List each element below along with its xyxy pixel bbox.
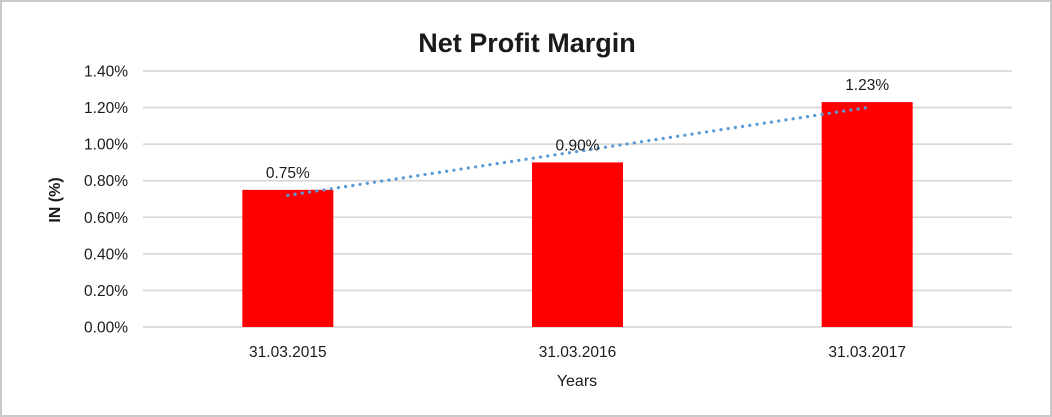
bar bbox=[242, 189, 334, 327]
bar-data-label: 1.23% bbox=[845, 77, 889, 94]
y-tick-label: 0.20% bbox=[84, 283, 128, 300]
y-tick-label: 0.40% bbox=[84, 246, 128, 263]
y-axis-title: IN (%) bbox=[47, 177, 64, 222]
x-tick-label: 31.03.2016 bbox=[539, 344, 617, 361]
x-tick-label: 31.03.2017 bbox=[828, 344, 906, 361]
bar-data-label: 0.90% bbox=[556, 137, 600, 154]
x-axis-title: Years bbox=[557, 373, 597, 390]
bar bbox=[821, 102, 913, 327]
y-tick-label: 0.80% bbox=[84, 173, 128, 190]
x-axis-tick-labels: 31.03.2015 31.03.2016 31.03.2017 bbox=[249, 344, 906, 361]
bar-data-label: 0.75% bbox=[266, 165, 310, 182]
x-tick-label: 31.03.2015 bbox=[249, 344, 327, 361]
trendline-group bbox=[286, 105, 869, 197]
y-axis-tick-labels: 0.00% 0.20% 0.40% 0.60% 0.80% 1.00% 1.20% 1.40% bbox=[84, 64, 128, 337]
y-tick-label: 0.60% bbox=[84, 210, 128, 227]
trendline bbox=[286, 105, 869, 197]
chart-title: Net Profit Margin bbox=[418, 28, 636, 58]
y-tick-label: 1.00% bbox=[84, 137, 128, 154]
y-tick-label: 1.40% bbox=[84, 64, 128, 81]
y-tick-label: 1.20% bbox=[84, 100, 128, 117]
y-tick-label: 0.00% bbox=[84, 320, 128, 337]
bar bbox=[532, 162, 623, 327]
bar-data-labels: 0.75% 0.90% 1.23% bbox=[266, 77, 890, 182]
bar-series bbox=[242, 102, 913, 327]
